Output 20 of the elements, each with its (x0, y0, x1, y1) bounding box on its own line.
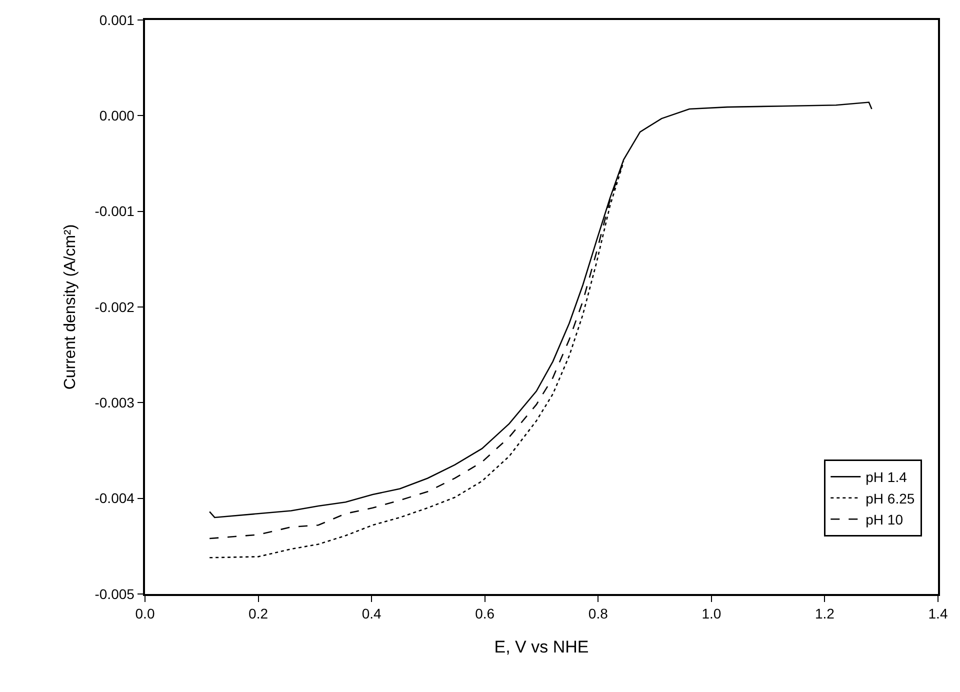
x-tick-label: 1.2 (814, 606, 835, 622)
y-tick-label: -0.005 (94, 586, 135, 602)
x-tick-label: 0.2 (248, 606, 268, 622)
x-tick-label: 1.0 (702, 606, 722, 622)
y-axis-title: Current density (A/cm²) (62, 224, 80, 390)
legend-label: pH 10 (866, 512, 904, 528)
y-tick-label: -0.001 (94, 203, 135, 220)
x-axis-title: E, V vs NHE (494, 637, 589, 656)
x-tick-label: 1.4 (928, 606, 948, 622)
x-tick-label: 0.8 (588, 606, 608, 622)
legend-label: pH 1.4 (866, 469, 908, 486)
y-tick-label: 0.000 (99, 108, 135, 124)
y-tick-label: -0.003 (94, 394, 135, 411)
x-tick-label: 0.6 (475, 606, 495, 622)
y-tick-label: 0.001 (99, 12, 135, 28)
x-tick-label: 0.0 (135, 606, 155, 622)
y-tick-label: -0.002 (94, 298, 135, 315)
y-tick-label: -0.004 (94, 490, 135, 506)
legend-label: pH 6.25 (866, 490, 915, 506)
x-tick-label: 0.4 (362, 606, 382, 622)
